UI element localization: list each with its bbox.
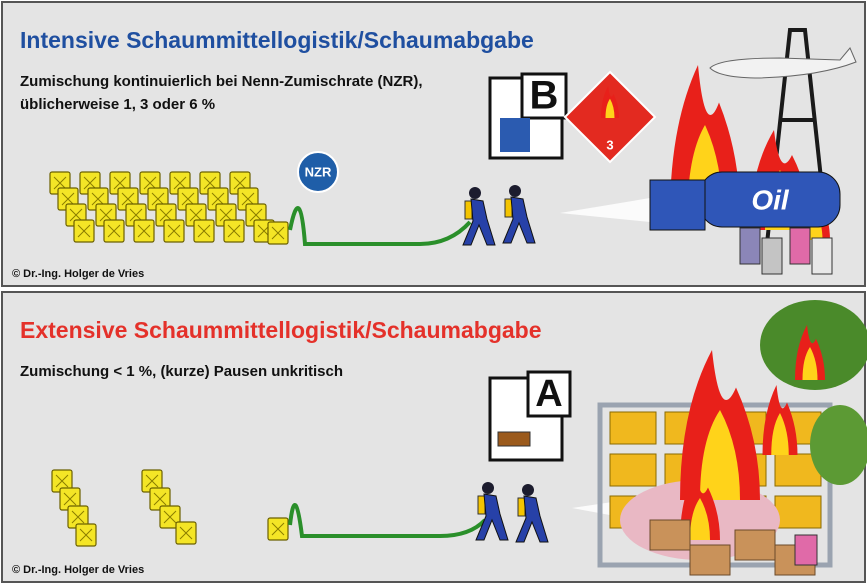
carton xyxy=(735,530,775,560)
shelf-box xyxy=(775,496,821,528)
barrel xyxy=(812,238,832,274)
copyright: © Dr.-Ing. Holger de Vries xyxy=(12,268,144,280)
truck-cab xyxy=(650,180,705,230)
panel-subtitle: Zumischung kontinuierlich bei Nenn-Zumis… xyxy=(20,73,423,90)
shelf-box xyxy=(610,412,656,444)
shelf-box xyxy=(610,454,656,486)
panel-subtitle: üblicherweise 1, 3 oder 6 % xyxy=(20,96,215,113)
carton xyxy=(650,520,690,550)
panel-subtitle: Zumischung < 1 %, (kurze) Pausen unkriti… xyxy=(20,363,343,380)
hazard-label: 3 xyxy=(606,137,613,152)
barrel xyxy=(762,238,782,274)
carton xyxy=(690,545,730,575)
nzr-label: NZR xyxy=(305,164,332,179)
fire-class: A xyxy=(535,373,562,415)
firefighter-head xyxy=(469,187,481,199)
tank-label: Oil xyxy=(751,184,790,215)
firefighter-head xyxy=(522,484,534,496)
canister-icon xyxy=(500,118,530,152)
barrel xyxy=(790,228,810,264)
panel-title: Intensive Schaummittellogistik/Schaumabg… xyxy=(20,27,534,53)
paint-can xyxy=(795,535,817,565)
wood-logs xyxy=(498,432,530,446)
fire-class: B xyxy=(530,74,559,118)
panel-title: Extensive Schaummittellogistik/Schaumabg… xyxy=(20,317,542,343)
barrel xyxy=(740,228,760,264)
copyright: © Dr.-Ing. Holger de Vries xyxy=(12,564,144,576)
firefighter-head xyxy=(509,185,521,197)
infographic: Intensive Schaummittellogistik/Schaumabg… xyxy=(0,0,867,584)
firefighter-head xyxy=(482,482,494,494)
